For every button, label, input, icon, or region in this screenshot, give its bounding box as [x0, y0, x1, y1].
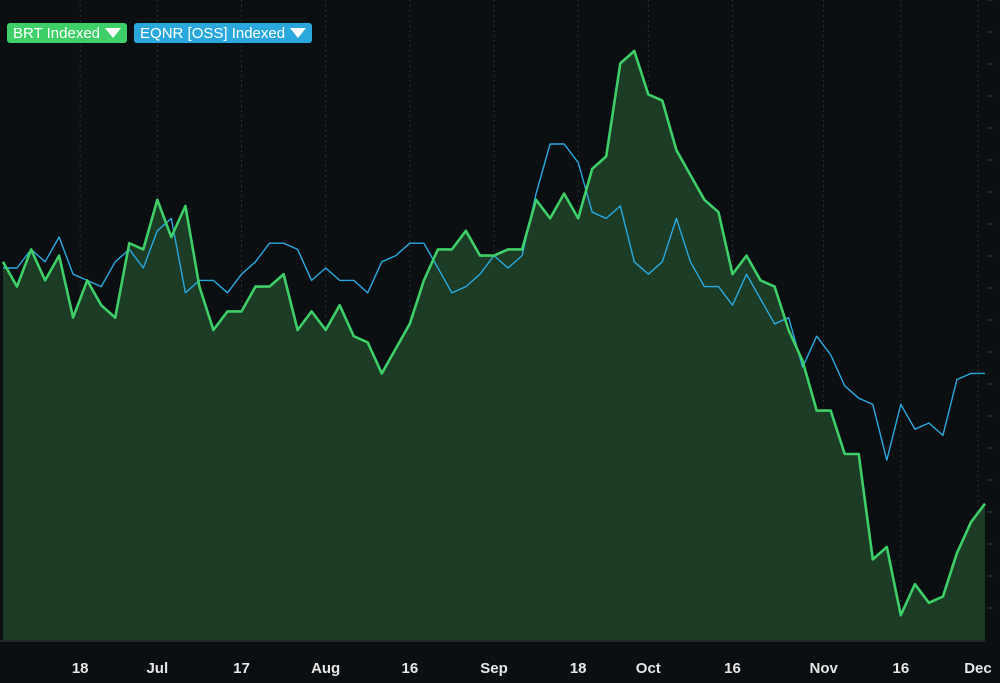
x-tick-label: 18	[570, 660, 587, 677]
x-tick-label: 18	[72, 660, 89, 677]
x-tick-label: 16	[724, 660, 741, 677]
x-tick-label: Aug	[311, 660, 340, 677]
legend-item-brt[interactable]: BRT Indexed	[7, 23, 128, 43]
x-tick-label: Jul	[146, 660, 168, 677]
x-tick-label: 16	[401, 660, 418, 677]
x-tick-label: Oct	[636, 660, 661, 677]
x-tick-label: 17	[233, 660, 250, 677]
x-axis: 18 Jul 17 Aug 16 Sep 18 Oct 16 Nov 16 Dec	[0, 640, 992, 677]
legend-item-eqnr[interactable]: EQNR [OSS] Indexed	[134, 23, 313, 43]
dropdown-caret-icon	[105, 28, 122, 38]
area-layer	[3, 51, 985, 640]
x-tick-label: Dec	[964, 660, 992, 677]
series-line-0	[1, 49, 987, 617]
x-tick-label: Sep	[480, 660, 508, 677]
legend-label-brt: BRT Indexed	[13, 24, 101, 42]
legend: BRT Indexed EQNR [OSS] Indexed	[7, 23, 313, 43]
x-tick-label: Nov	[809, 660, 838, 677]
legend-label-eqnr: EQNR [OSS] Indexed	[140, 24, 286, 42]
dropdown-caret-icon	[290, 28, 307, 38]
series-area-0	[3, 51, 985, 640]
line-layer	[1, 49, 987, 617]
x-tick-label: 16	[892, 660, 909, 677]
